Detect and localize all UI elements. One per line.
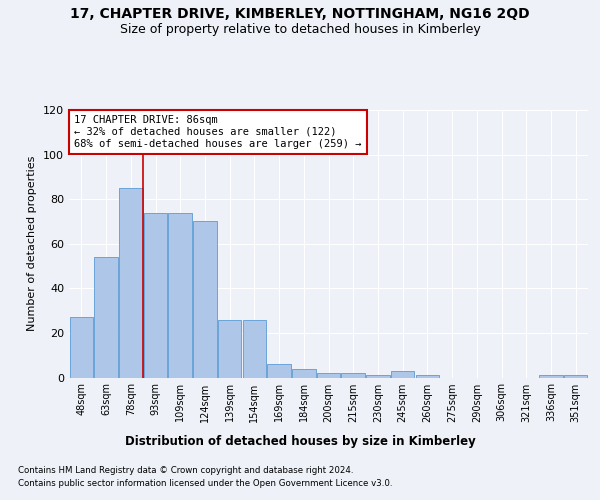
Bar (119, 188, 143, 378)
Bar (144, 212, 167, 378)
Bar (292, 368, 316, 378)
Text: Contains HM Land Registry data © Crown copyright and database right 2024.: Contains HM Land Registry data © Crown c… (18, 466, 353, 475)
Bar (416, 376, 439, 378)
Bar (242, 320, 266, 378)
Bar (366, 376, 389, 378)
Bar (391, 371, 415, 378)
Bar (564, 376, 587, 378)
Bar (193, 222, 217, 378)
Bar (268, 364, 291, 378)
Text: 17, CHAPTER DRIVE, KIMBERLEY, NOTTINGHAM, NG16 2QD: 17, CHAPTER DRIVE, KIMBERLEY, NOTTINGHAM… (70, 8, 530, 22)
Y-axis label: Number of detached properties: Number of detached properties (28, 156, 37, 332)
Bar (539, 376, 563, 378)
Text: Size of property relative to detached houses in Kimberley: Size of property relative to detached ho… (119, 22, 481, 36)
Text: Contains public sector information licensed under the Open Government Licence v3: Contains public sector information licen… (18, 479, 392, 488)
Bar (341, 373, 365, 378)
Bar (70, 318, 93, 378)
Bar (218, 320, 241, 378)
Bar (317, 373, 340, 378)
Bar (94, 257, 118, 378)
Text: Distribution of detached houses by size in Kimberley: Distribution of detached houses by size … (125, 435, 475, 448)
Bar (169, 212, 192, 378)
Text: 17 CHAPTER DRIVE: 86sqm
← 32% of detached houses are smaller (122)
68% of semi-d: 17 CHAPTER DRIVE: 86sqm ← 32% of detache… (74, 116, 362, 148)
